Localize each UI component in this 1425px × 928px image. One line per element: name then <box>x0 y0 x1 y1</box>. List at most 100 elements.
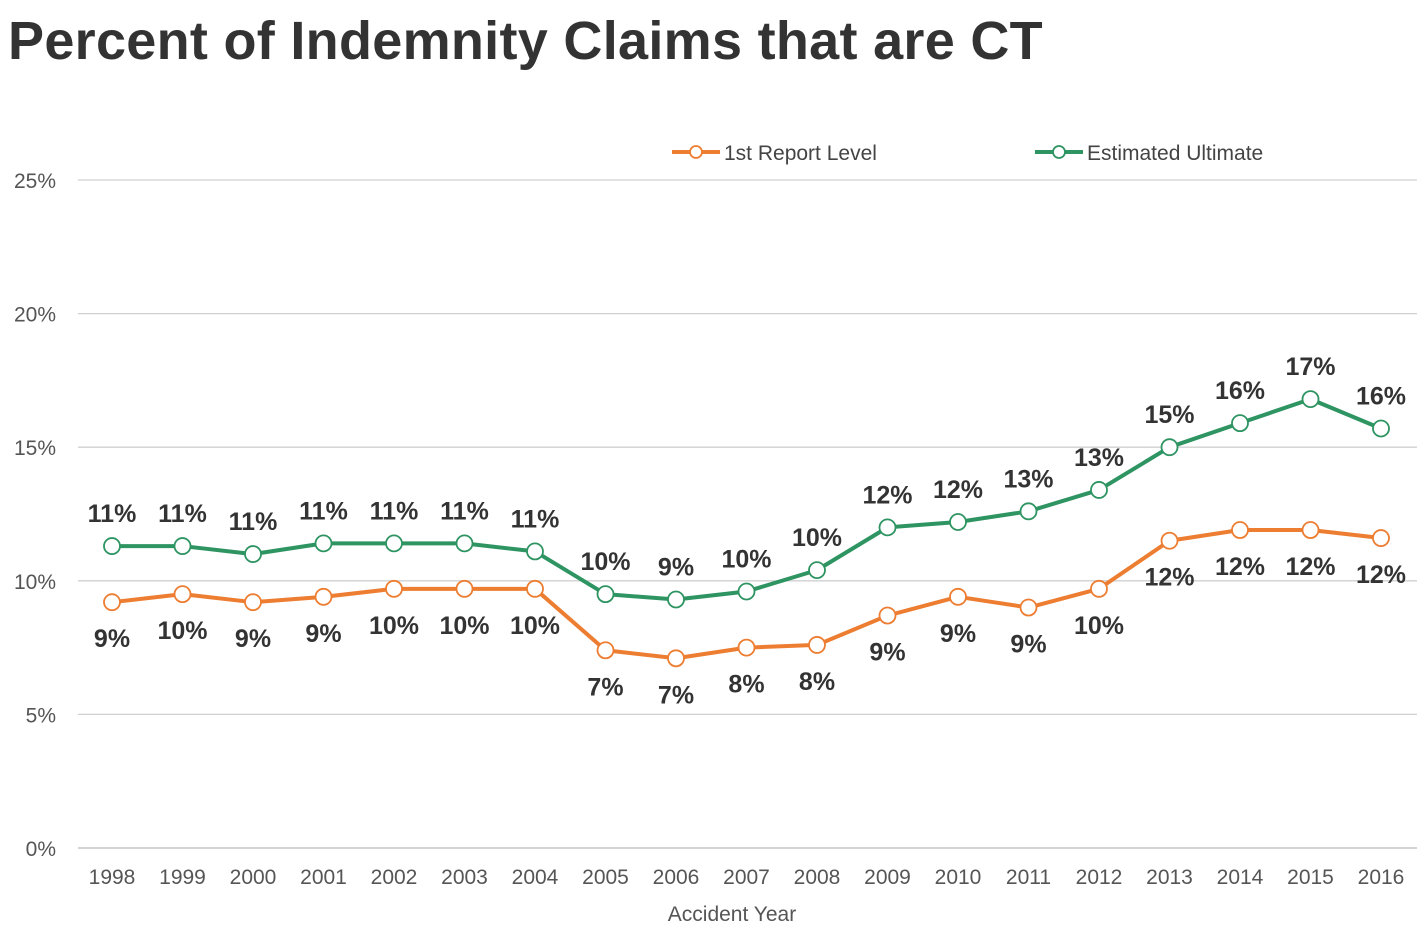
data-point <box>1019 598 1038 617</box>
legend-label: Estimated Ultimate <box>1087 142 1263 165</box>
data-label: 10% <box>439 612 489 640</box>
data-label: 7% <box>658 681 694 709</box>
data-label: 12% <box>1285 553 1335 581</box>
data-point <box>1372 419 1390 438</box>
data-label: 13% <box>1003 465 1053 493</box>
data-point <box>1301 521 1320 539</box>
data-point <box>1231 521 1249 539</box>
data-label: 10% <box>580 548 630 576</box>
data-label: 12% <box>933 476 983 504</box>
x-tick-label: 2008 <box>794 866 841 889</box>
data-label: 13% <box>1074 444 1124 472</box>
data-point <box>949 587 967 606</box>
data-point <box>244 593 262 612</box>
data-point <box>596 585 615 604</box>
data-point <box>596 641 615 660</box>
data-label: 8% <box>728 671 764 699</box>
data-point <box>1019 502 1038 521</box>
data-label: 15% <box>1144 401 1194 429</box>
data-label: 12% <box>862 481 912 509</box>
data-point <box>808 561 826 580</box>
data-point <box>667 590 685 609</box>
data-label: 11% <box>370 497 419 525</box>
data-point <box>244 545 262 563</box>
data-point <box>808 636 826 654</box>
x-tick-label: 1999 <box>159 866 206 889</box>
data-point <box>455 579 474 598</box>
data-label: 11% <box>511 505 560 533</box>
data-label: 9% <box>869 639 905 667</box>
data-label: 11% <box>88 500 137 528</box>
data-point <box>667 649 685 668</box>
x-tick-label: 2005 <box>582 866 629 889</box>
x-tick-label: 2006 <box>653 866 700 889</box>
x-axis-label: Accident Year <box>668 903 796 926</box>
data-point <box>385 534 403 553</box>
data-point <box>1090 579 1108 598</box>
data-point <box>1231 414 1249 433</box>
data-point <box>1301 390 1320 409</box>
legend-marker <box>689 145 703 159</box>
data-point <box>949 513 967 531</box>
y-tick-label: 20% <box>14 304 56 327</box>
data-label: 10% <box>721 545 771 573</box>
data-label: 11% <box>440 497 489 525</box>
data-label: 11% <box>229 508 278 536</box>
data-label: 8% <box>799 668 835 696</box>
y-tick-label: 25% <box>14 170 56 193</box>
data-point <box>103 537 121 555</box>
y-tick-label: 15% <box>14 437 56 460</box>
data-label: 16% <box>1356 382 1406 410</box>
data-label: 9% <box>1010 631 1046 659</box>
data-point <box>314 534 333 553</box>
data-label: 10% <box>157 617 207 645</box>
data-label: 9% <box>305 620 341 648</box>
x-tick-label: 1998 <box>89 866 136 889</box>
data-point <box>737 638 756 657</box>
x-tick-label: 2011 <box>1006 866 1051 889</box>
x-tick-label: 2015 <box>1287 866 1334 889</box>
data-label: 10% <box>1074 612 1124 640</box>
data-label: 9% <box>940 620 976 648</box>
data-label: 7% <box>587 673 623 701</box>
data-point <box>1160 438 1179 457</box>
data-label: 12% <box>1144 564 1194 592</box>
x-tick-label: 2014 <box>1217 866 1264 889</box>
data-point <box>1090 481 1108 499</box>
data-label: 10% <box>510 612 560 640</box>
data-point <box>1160 531 1179 550</box>
x-tick-label: 2001 <box>300 866 347 889</box>
x-tick-label: 2002 <box>371 866 418 889</box>
data-point <box>385 579 403 598</box>
x-tick-label: 2000 <box>230 866 277 889</box>
x-tick-label: 2010 <box>935 866 982 889</box>
x-tick-label: 2004 <box>512 866 559 889</box>
data-label: 10% <box>369 612 419 640</box>
x-tick-label: 2003 <box>441 866 488 889</box>
y-tick-label: 0% <box>26 838 56 861</box>
data-label: 12% <box>1215 553 1265 581</box>
data-label: 9% <box>94 625 130 653</box>
data-label: 11% <box>299 497 348 525</box>
data-label: 9% <box>235 625 271 653</box>
data-point <box>314 587 333 606</box>
data-point <box>526 579 544 598</box>
data-point <box>737 582 756 601</box>
x-tick-label: 2016 <box>1358 866 1405 889</box>
data-label: 16% <box>1215 377 1265 405</box>
data-point <box>173 537 192 555</box>
x-tick-label: 2009 <box>864 866 911 889</box>
data-label: 10% <box>792 524 842 552</box>
data-point <box>103 593 121 612</box>
legend-marker <box>1052 145 1066 159</box>
x-tick-label: 2012 <box>1076 866 1123 889</box>
x-tick-label: 2007 <box>723 866 770 889</box>
data-point <box>1372 529 1390 547</box>
data-point <box>878 606 897 625</box>
data-point <box>173 585 192 604</box>
data-point <box>878 518 897 537</box>
data-label: 17% <box>1285 353 1335 381</box>
data-point <box>455 534 474 553</box>
data-point <box>526 542 544 561</box>
